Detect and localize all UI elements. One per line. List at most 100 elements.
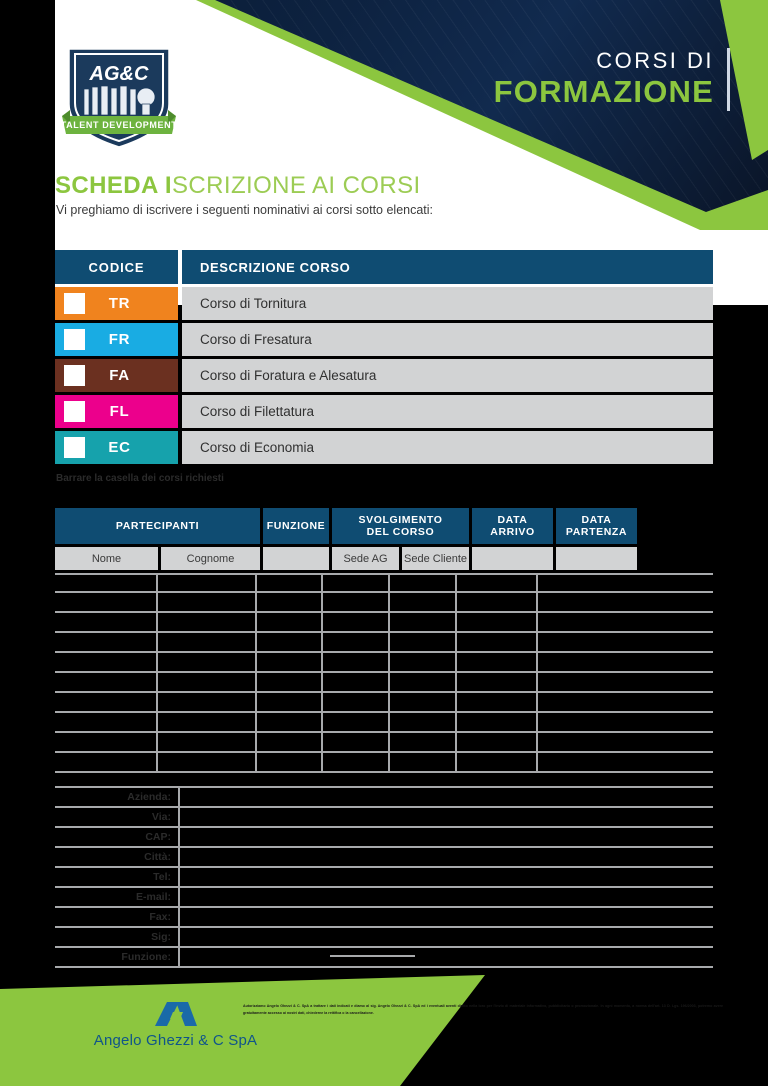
table-cell[interactable] xyxy=(538,593,619,611)
table-row[interactable] xyxy=(55,653,713,673)
table-cell[interactable] xyxy=(158,613,257,631)
table-cell[interactable] xyxy=(55,673,158,691)
table-cell[interactable] xyxy=(323,693,390,711)
table-cell[interactable] xyxy=(257,575,323,591)
table-cell[interactable] xyxy=(390,575,457,591)
table-row[interactable] xyxy=(55,693,713,713)
table-cell[interactable] xyxy=(323,593,390,611)
course-checkbox[interactable] xyxy=(64,365,85,386)
table-cell[interactable] xyxy=(457,733,538,751)
header-divider-bar xyxy=(727,48,730,111)
table-cell[interactable] xyxy=(158,575,257,591)
table-cell[interactable] xyxy=(257,713,323,731)
table-cell[interactable] xyxy=(158,713,257,731)
table-cell[interactable] xyxy=(323,575,390,591)
table-cell[interactable] xyxy=(55,753,158,771)
course-row[interactable]: FR Corso di Fresatura xyxy=(55,323,713,356)
table-cell[interactable] xyxy=(158,593,257,611)
table-cell[interactable] xyxy=(457,593,538,611)
table-cell[interactable] xyxy=(538,713,619,731)
course-code-label: TR xyxy=(108,295,131,312)
table-cell[interactable] xyxy=(158,693,257,711)
table-cell[interactable] xyxy=(323,733,390,751)
course-row[interactable]: EC Corso di Economia xyxy=(55,431,713,464)
table-cell[interactable] xyxy=(257,633,323,651)
table-cell[interactable] xyxy=(257,613,323,631)
form-row: Sig: xyxy=(55,928,713,948)
table-cell[interactable] xyxy=(257,733,323,751)
table-cell[interactable] xyxy=(55,593,158,611)
table-cell[interactable] xyxy=(257,673,323,691)
table-cell[interactable] xyxy=(390,593,457,611)
course-row[interactable]: FL Corso di Filettatura xyxy=(55,395,713,428)
svg-text:AG&C: AG&C xyxy=(89,63,149,85)
course-checkbox[interactable] xyxy=(64,401,85,422)
course-code-cell: FA xyxy=(55,359,178,392)
participants-table: PARTECIPANTI FUNZIONE SVOLGIMENTO DEL CO… xyxy=(55,508,713,773)
table-cell[interactable] xyxy=(457,693,538,711)
table-cell[interactable] xyxy=(55,693,158,711)
table-cell[interactable] xyxy=(538,633,619,651)
table-cell[interactable] xyxy=(457,673,538,691)
table-cell[interactable] xyxy=(55,653,158,671)
table-cell[interactable] xyxy=(390,613,457,631)
table-cell[interactable] xyxy=(538,575,619,591)
table-row[interactable] xyxy=(55,673,713,693)
table-cell[interactable] xyxy=(323,753,390,771)
table-cell[interactable] xyxy=(55,575,158,591)
table-cell[interactable] xyxy=(158,733,257,751)
table-cell[interactable] xyxy=(457,713,538,731)
table-cell[interactable] xyxy=(323,673,390,691)
table-cell[interactable] xyxy=(390,673,457,691)
table-cell[interactable] xyxy=(55,633,158,651)
table-cell[interactable] xyxy=(323,713,390,731)
table-cell[interactable] xyxy=(257,593,323,611)
table-cell[interactable] xyxy=(538,673,619,691)
table-row[interactable] xyxy=(55,633,713,653)
table-cell[interactable] xyxy=(390,713,457,731)
table-cell[interactable] xyxy=(257,753,323,771)
table-cell[interactable] xyxy=(55,713,158,731)
table-cell[interactable] xyxy=(158,673,257,691)
table-row[interactable] xyxy=(55,753,713,773)
table-row[interactable] xyxy=(55,713,713,733)
footer-company-name: Angelo Ghezzi & C SpA xyxy=(93,1032,258,1049)
table-cell[interactable] xyxy=(390,633,457,651)
table-cell[interactable] xyxy=(323,653,390,671)
table-cell[interactable] xyxy=(390,693,457,711)
table-cell[interactable] xyxy=(538,613,619,631)
table-cell[interactable] xyxy=(457,753,538,771)
course-row[interactable]: FA Corso di Foratura e Alesatura xyxy=(55,359,713,392)
header-left-margin xyxy=(0,0,55,305)
table-cell[interactable] xyxy=(158,633,257,651)
table-cell[interactable] xyxy=(55,733,158,751)
table-cell[interactable] xyxy=(390,653,457,671)
table-row[interactable] xyxy=(55,593,713,613)
table-row[interactable] xyxy=(55,613,713,633)
table-row[interactable] xyxy=(55,573,713,593)
course-row[interactable]: TR Corso di Tornitura xyxy=(55,287,713,320)
course-checkbox[interactable] xyxy=(64,293,85,314)
table-cell[interactable] xyxy=(55,613,158,631)
table-cell[interactable] xyxy=(158,653,257,671)
table-cell[interactable] xyxy=(538,693,619,711)
table-cell[interactable] xyxy=(538,733,619,751)
table-cell[interactable] xyxy=(158,753,257,771)
table-cell[interactable] xyxy=(257,653,323,671)
form-row: Funzione: xyxy=(55,948,713,968)
table-cell[interactable] xyxy=(457,653,538,671)
table-cell[interactable] xyxy=(457,613,538,631)
table-cell[interactable] xyxy=(323,633,390,651)
table-cell[interactable] xyxy=(390,753,457,771)
course-checkbox[interactable] xyxy=(64,437,85,458)
table-cell[interactable] xyxy=(457,575,538,591)
participants-rows xyxy=(55,573,713,773)
table-cell[interactable] xyxy=(538,653,619,671)
table-cell[interactable] xyxy=(323,613,390,631)
table-cell[interactable] xyxy=(538,753,619,771)
table-cell[interactable] xyxy=(390,733,457,751)
course-checkbox[interactable] xyxy=(64,329,85,350)
table-cell[interactable] xyxy=(457,633,538,651)
table-cell[interactable] xyxy=(257,693,323,711)
table-row[interactable] xyxy=(55,733,713,753)
